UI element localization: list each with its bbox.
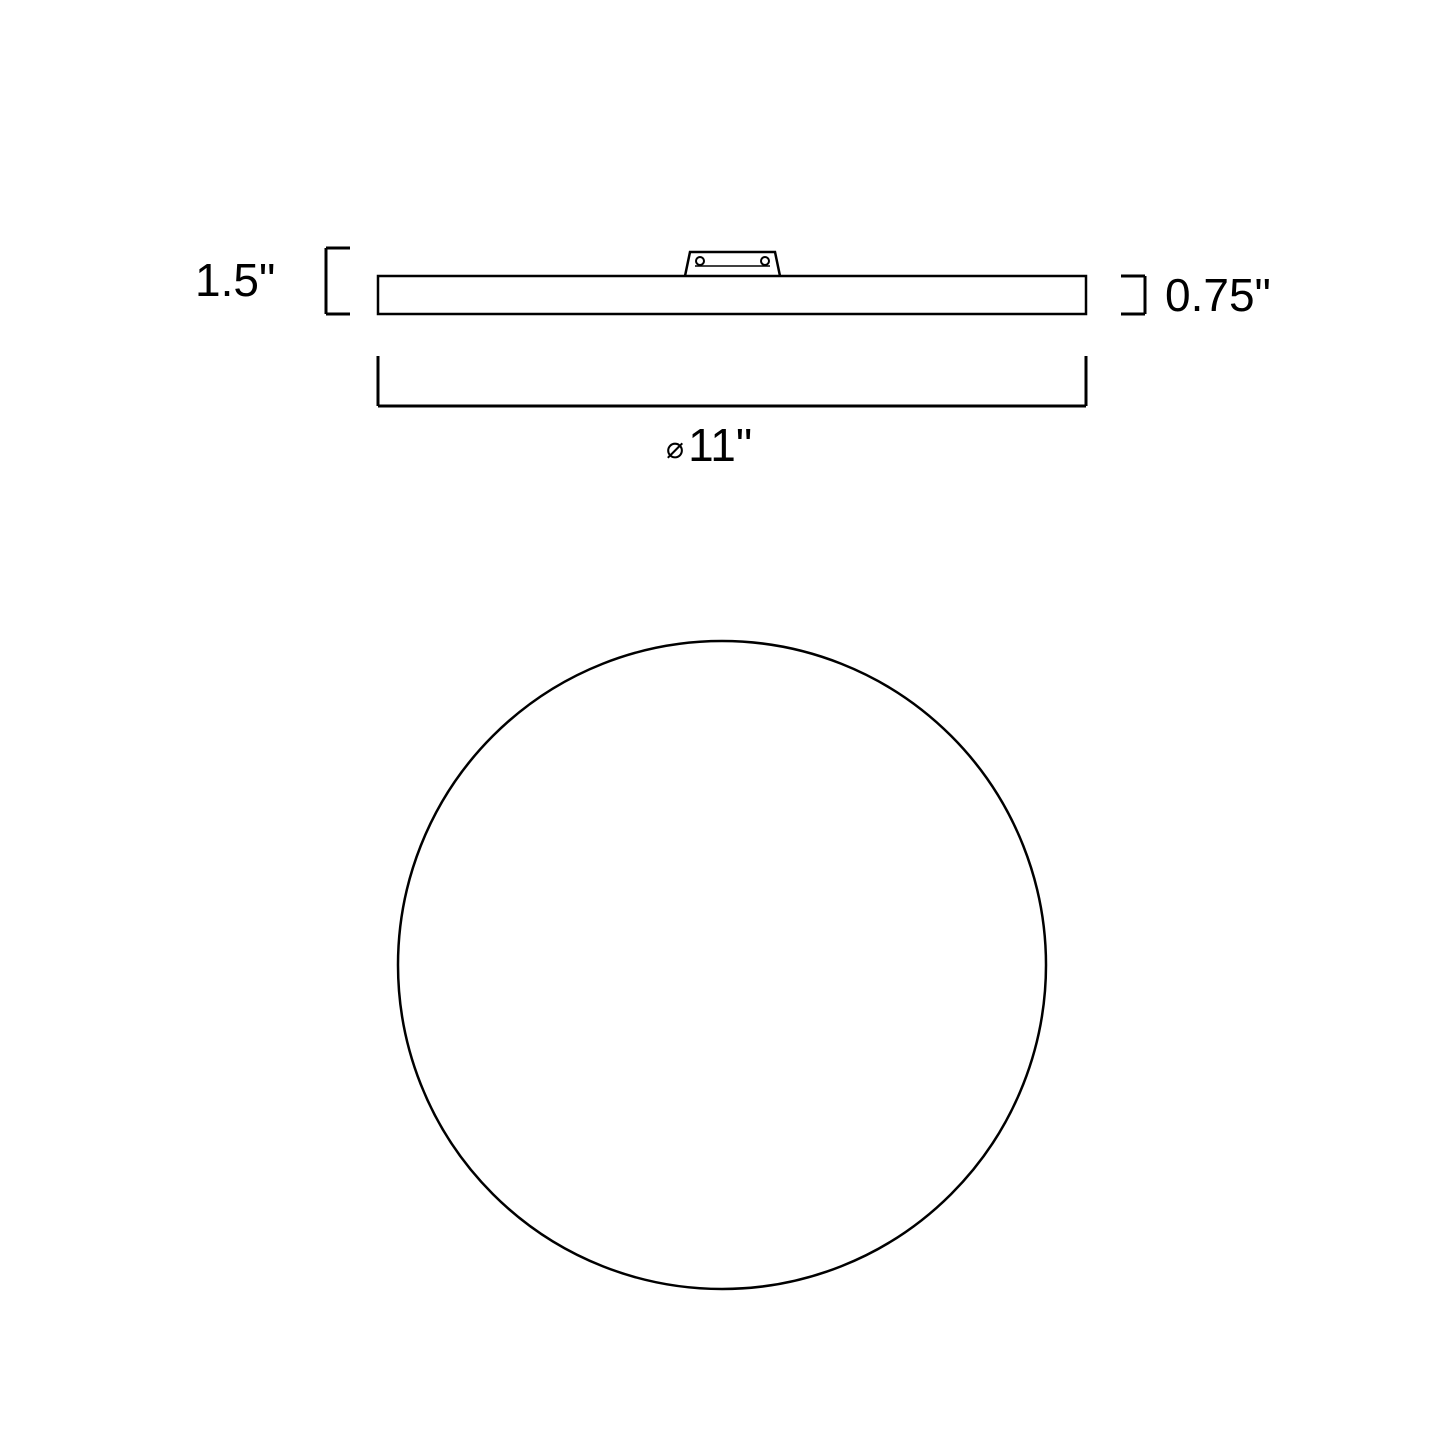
diameter-symbol: ⌀ [666,432,684,465]
height-dimension-label: 1.5" [195,253,275,307]
height-dimension-bracket [326,248,350,314]
technical-drawing-container: 1.5" 0.75" ⌀11" [0,0,1445,1445]
diameter-dimension-bracket [378,356,1086,406]
diameter-dimension-label: ⌀11" [666,418,752,472]
diameter-value: 11" [688,419,752,471]
fixture-bottom-view [398,641,1046,1289]
thickness-dimension-bracket [1121,276,1145,314]
fixture-body-side [378,276,1086,314]
drawing-svg [0,0,1445,1445]
thickness-dimension-label: 0.75" [1165,268,1271,322]
mounting-bracket [685,252,780,276]
